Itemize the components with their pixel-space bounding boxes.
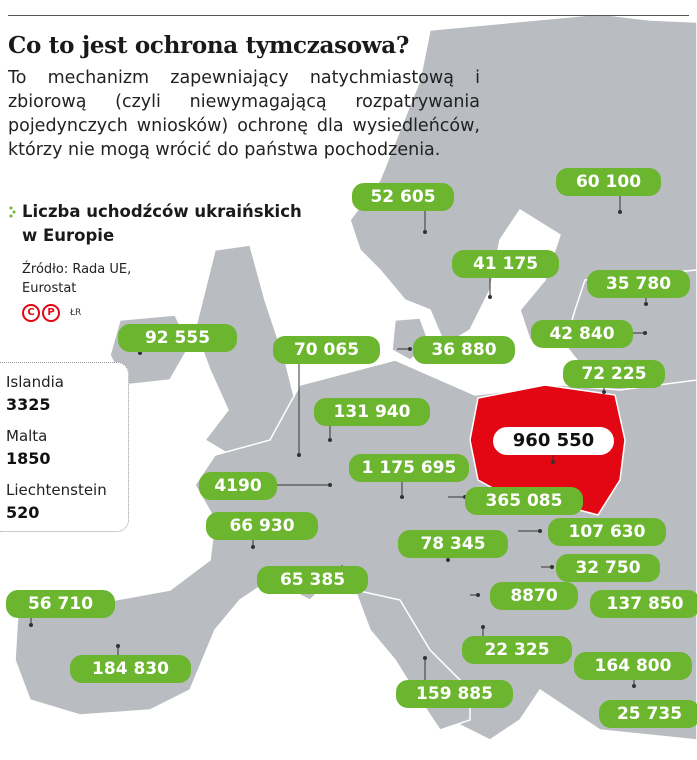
phonogram-icon: P	[42, 304, 60, 322]
label-ireland: 92 555	[118, 324, 237, 352]
header-rule	[8, 15, 689, 16]
label-norway: 52 605	[352, 183, 454, 211]
label-poland: 960 550	[493, 427, 614, 455]
label-spain: 184 830	[70, 655, 191, 683]
label-latvia: 42 840	[531, 320, 633, 348]
label-czechia: 365 085	[465, 487, 583, 515]
author-initials: ŁR	[70, 308, 82, 318]
copyright-icon: C	[22, 304, 40, 322]
small-countries-box: Islandia 3325 Malta 1850 Liechtenstein 5…	[0, 362, 129, 532]
legend-title: Liczba uchodźców ukraińskich w Europie	[22, 202, 302, 245]
label-croatia: 8870	[490, 582, 578, 610]
small-country-name: Malta	[6, 427, 48, 445]
label-netherlands: 70 065	[273, 336, 380, 364]
description: To mechanizm zapewniający natychmiastową…	[8, 68, 480, 160]
label-luxembourg: 4190	[199, 472, 277, 500]
label-italy: 159 885	[396, 680, 513, 708]
small-country-name: Islandia	[6, 373, 64, 391]
label-hungary: 32 750	[556, 554, 660, 582]
page-title: Co to jest ochrona tymczasowa?	[8, 32, 410, 59]
label-denmark: 36 880	[413, 336, 515, 364]
label-montenegro: 22 325	[462, 636, 572, 664]
label-estonia: 35 780	[587, 270, 690, 298]
label-lithuania: 72 225	[563, 360, 665, 388]
label-bulgaria: 164 800	[574, 652, 692, 680]
label-portugal: 56 710	[6, 590, 115, 618]
small-country-name: Liechtenstein	[6, 481, 107, 499]
label-romania: 137 850	[590, 590, 697, 618]
label-germany: 1 175 695	[349, 454, 469, 482]
label-slovakia: 107 630	[548, 518, 666, 546]
label-belgium: 131 940	[314, 398, 430, 426]
legend-bullet-icon	[9, 206, 16, 218]
copyright-badge: C P ŁR	[22, 304, 81, 322]
label-finland: 60 100	[556, 168, 661, 196]
small-country-value: 520	[6, 503, 40, 522]
small-country-value: 1850	[6, 449, 51, 468]
label-sweden: 41 175	[452, 250, 559, 278]
label-switzerland: 65 385	[257, 566, 368, 594]
label-france: 66 930	[206, 512, 318, 540]
source-note: Źródło: Rada UE, Eurostat	[22, 262, 132, 296]
label-austria: 78 345	[398, 530, 508, 558]
label-greece: 25 735	[599, 700, 697, 728]
small-country-value: 3325	[6, 395, 51, 414]
